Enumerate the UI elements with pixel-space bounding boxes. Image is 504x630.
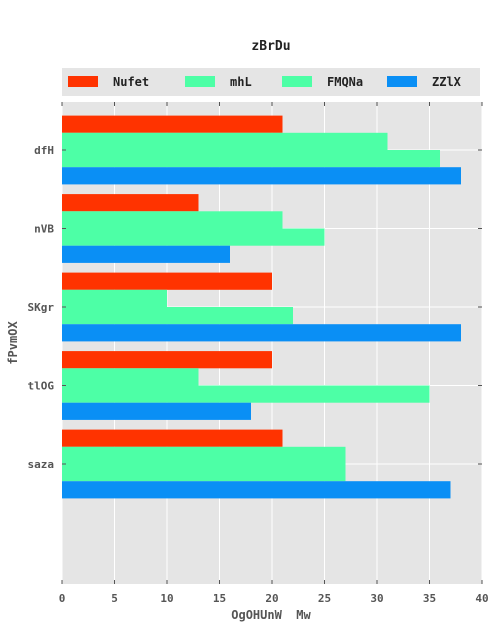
- bar-FMQNa-tlOG: [62, 385, 430, 403]
- bar-mhL-SKgr: [62, 289, 167, 307]
- bar-Nufet-SKgr: [62, 272, 272, 290]
- legend-swatch-ZZlX: [387, 76, 417, 87]
- x-tick-label: 25: [318, 592, 331, 605]
- y-axis-label: fPvmOX: [6, 321, 20, 365]
- legend-swatch-Nufet: [68, 76, 98, 87]
- y-tick-label: saza: [28, 458, 55, 471]
- y-tick-label: SKgr: [28, 301, 55, 314]
- bar-ZZlX-tlOG: [62, 402, 251, 420]
- legend: Nufet mhL FMQNa ZZlX: [62, 68, 480, 96]
- bar-ZZlX-nVB: [62, 245, 230, 263]
- legend-swatch-FMQNa: [282, 76, 312, 87]
- bar-mhL-nVB: [62, 211, 283, 229]
- x-axis-ticks: 0 5 10 15 20 25 30 35 40: [59, 102, 489, 605]
- legend-label-Nufet: Nufet: [113, 75, 149, 89]
- legend-swatch-mhL: [185, 76, 215, 87]
- bar-mhL-saza: [62, 446, 346, 464]
- bar-ZZlX-saza: [62, 481, 451, 499]
- x-tick-label: 0: [59, 592, 66, 605]
- y-tick-label: nVB: [34, 223, 54, 236]
- legend-label-ZZlX: ZZlX: [432, 75, 462, 89]
- x-axis-label: OgOHUnW Mw: [231, 608, 311, 622]
- bar-Nufet-dfH: [62, 115, 283, 133]
- y-axis-ticks: dfH nVB SKgr tlOG saza: [28, 144, 482, 471]
- x-tick-label: 35: [423, 592, 436, 605]
- x-tick-label: 15: [213, 592, 226, 605]
- bar-FMQNa-dfH: [62, 150, 440, 168]
- bar-Nufet-saza: [62, 429, 283, 447]
- bar-Nufet-nVB: [62, 194, 199, 212]
- legend-label-mhL: mhL: [230, 75, 252, 89]
- bar-mhL-tlOG: [62, 368, 199, 386]
- bar-FMQNa-saza: [62, 464, 346, 482]
- chart-title: zBrDu: [251, 39, 290, 54]
- bar-mhL-dfH: [62, 132, 388, 150]
- bar-FMQNa-SKgr: [62, 307, 293, 325]
- y-tick-label: tlOG: [28, 380, 55, 393]
- bar-ZZlX-SKgr: [62, 324, 461, 342]
- bar-Nufet-tlOG: [62, 351, 272, 369]
- x-tick-label: 30: [370, 592, 383, 605]
- x-tick-label: 40: [475, 592, 488, 605]
- y-tick-label: dfH: [34, 144, 54, 157]
- legend-label-FMQNa: FMQNa: [327, 75, 363, 89]
- x-tick-label: 20: [265, 592, 278, 605]
- bars: [62, 115, 461, 499]
- bar-FMQNa-nVB: [62, 228, 325, 246]
- x-tick-label: 5: [111, 592, 118, 605]
- x-tick-label: 10: [160, 592, 173, 605]
- bar-ZZlX-dfH: [62, 167, 461, 185]
